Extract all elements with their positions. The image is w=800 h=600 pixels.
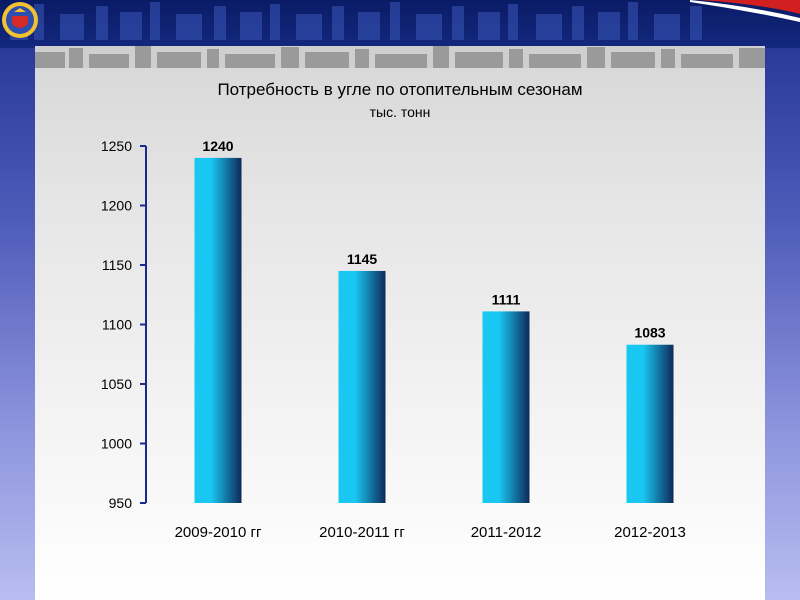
chart-title: Потребность в угле по отопительным сезон… [217,80,583,99]
header-banner [0,0,800,48]
y-tick-label: 950 [109,495,133,511]
y-tick-label: 1150 [102,257,132,273]
coat-of-arms-icon [2,2,38,38]
bar [482,311,530,503]
data-label: 1083 [634,325,665,341]
city-pattern [10,0,800,40]
chart-subtitle: тыс. тонн [369,104,431,120]
data-label: 1145 [347,251,378,267]
slide-panel [35,46,765,600]
bar [338,270,386,503]
x-category-label: 2009-2010 гг [175,524,262,541]
y-tick-label: 1000 [101,436,132,452]
bar [626,344,674,503]
bar [194,157,242,503]
x-category-label: 2010-2011 гг [319,524,405,541]
y-tick-label: 1250 [101,138,132,154]
skyline-strip [35,46,765,68]
y-tick-label: 1200 [101,198,132,214]
y-tick-label: 1100 [102,317,132,333]
x-category-label: 2011-2012 [471,524,542,541]
data-label: 1111 [492,291,521,307]
x-category-label: 2012-2013 [614,524,686,541]
y-tick-label: 1050 [101,376,132,392]
data-label: 1240 [202,138,233,154]
